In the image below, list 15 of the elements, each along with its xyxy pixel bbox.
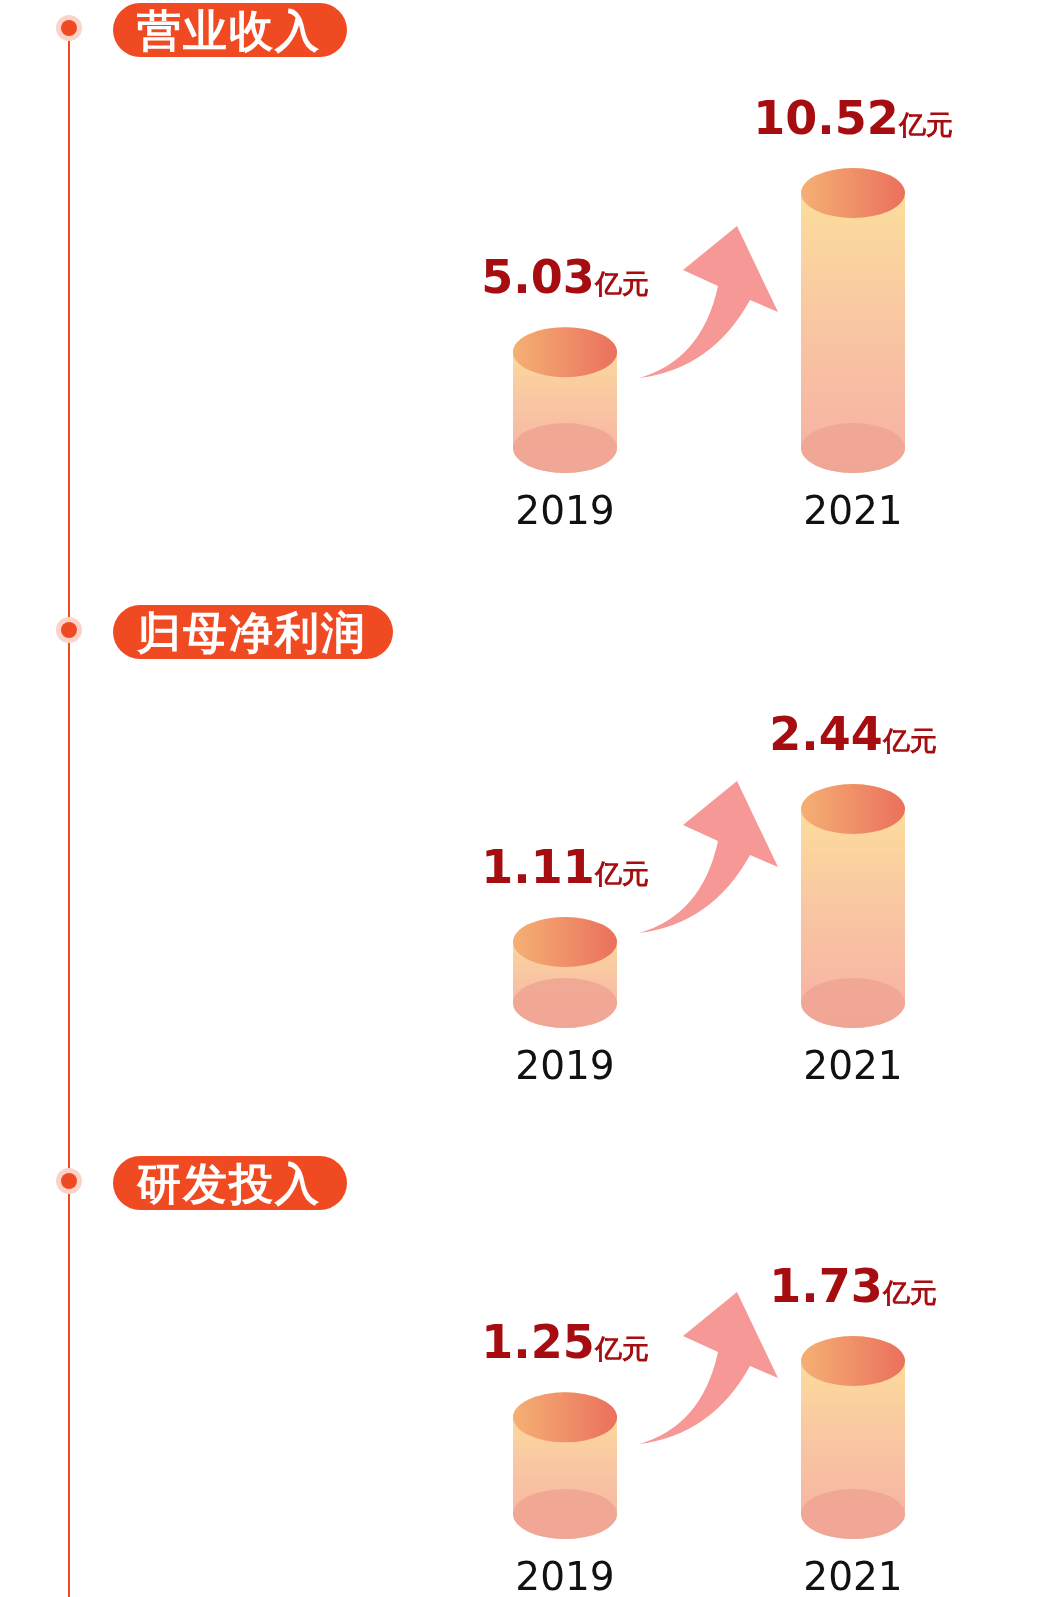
chart-title: 研发投入 — [136, 1158, 321, 1209]
data-label: 2.44亿元 — [769, 707, 937, 761]
chart-title: 归母净利润 — [136, 607, 367, 658]
data-label: 1.25亿元 — [481, 1315, 649, 1370]
data-label: 5.03亿元 — [481, 250, 649, 305]
x-tick-label: 2021 — [803, 1043, 903, 1088]
x-tick-label: 2019 — [515, 488, 615, 533]
x-tick-label: 2019 — [515, 1554, 615, 1597]
x-tick-label: 2021 — [803, 1554, 903, 1597]
data-label: 10.52亿元 — [753, 91, 953, 145]
chart-title: 营业收入 — [137, 5, 321, 56]
x-tick-label: 2019 — [515, 1043, 615, 1088]
x-tick-label: 2021 — [803, 488, 903, 533]
data-label: 1.73亿元 — [769, 1259, 937, 1313]
data-label: 1.11亿元 — [481, 840, 649, 894]
